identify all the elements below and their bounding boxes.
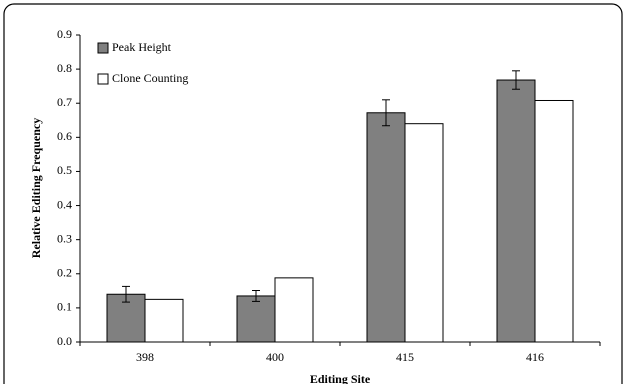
bar [496, 79, 536, 343]
y-tick-label: 0.4 [57, 197, 72, 211]
x-tick-label: 415 [396, 350, 414, 364]
y-tick-label: 0.7 [57, 95, 72, 109]
y-axis-label: Relative Editing Frequency [29, 118, 43, 258]
y-tick-label: 0.0 [57, 334, 72, 348]
y-tick-label: 0.2 [57, 266, 72, 280]
x-tick-label: 400 [266, 350, 284, 364]
bar [236, 295, 276, 343]
y-tick-label: 0.5 [57, 163, 72, 177]
y-tick-label: 0.9 [57, 27, 72, 41]
bar [404, 123, 444, 343]
legend-swatch [97, 73, 109, 85]
y-tick-label: 0.3 [57, 231, 72, 245]
bar [534, 99, 574, 343]
x-tick-label: 416 [526, 350, 544, 364]
y-tick-label: 0.8 [57, 61, 72, 75]
legend-label: Clone Counting [112, 71, 188, 85]
bar [366, 112, 406, 343]
bar [274, 277, 314, 343]
bar [144, 298, 184, 343]
x-axis-label: Editing Site [310, 372, 371, 384]
y-tick-label: 0.1 [57, 300, 72, 314]
frame [3, 3, 623, 389]
legend-swatch [97, 42, 109, 54]
x-tick-label: 398 [136, 350, 154, 364]
y-tick-label: 0.6 [57, 129, 72, 143]
legend-label: Peak Height [112, 40, 172, 54]
